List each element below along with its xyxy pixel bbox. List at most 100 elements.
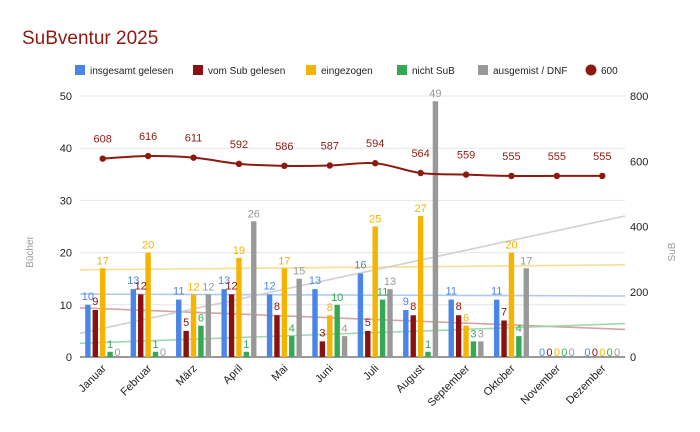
bar-label-0-10: 0 <box>539 347 545 359</box>
bar-label-0-4: 12 <box>263 280 275 292</box>
y2-axis-title: SuB <box>667 242 678 261</box>
y2-tick-3: 600 <box>630 156 648 168</box>
legend-label-4: ausgemist / DNF <box>493 66 567 77</box>
sub-label-1: 616 <box>139 131 157 143</box>
bar-3-7 <box>425 351 431 357</box>
y-tick-1: 10 <box>60 300 72 312</box>
sub-point-2 <box>190 154 197 161</box>
sub-point-8 <box>462 171 470 178</box>
bar-label-3-5: 10 <box>331 292 343 304</box>
sub-label-0: 608 <box>94 134 112 146</box>
bar-4-9 <box>523 268 529 357</box>
bar-label-4-6: 13 <box>384 276 396 288</box>
bar-label-4-9: 17 <box>520 255 532 267</box>
trend-lines <box>79 215 626 345</box>
bars <box>85 101 529 357</box>
bar-label-2-9: 20 <box>505 240 517 252</box>
bar-label-3-6: 11 <box>377 287 388 299</box>
bar-2-2 <box>190 294 197 357</box>
sub-label-9: 555 <box>502 151 520 163</box>
grid <box>80 95 625 358</box>
bar-label-3-0: 1 <box>107 339 113 351</box>
x-tick-5: Juni <box>313 363 336 386</box>
bar-0-6 <box>357 273 364 357</box>
sub-point-0 <box>99 155 106 162</box>
bar-0-8 <box>448 299 454 357</box>
bar-1-9 <box>501 320 507 357</box>
bar-label-1-2: 5 <box>183 317 189 329</box>
bar-2-7 <box>417 216 424 357</box>
bar-3-5 <box>334 304 340 357</box>
bar-2-9 <box>508 252 515 357</box>
bar-label-2-10: 0 <box>554 347 560 359</box>
y2-tick-4: 800 <box>630 91 648 103</box>
sub-line: 608 616 611 592 586 587 594 564 559 555 555 555 <box>94 131 611 180</box>
bar-0-4 <box>266 294 273 357</box>
bar-1-7 <box>410 315 416 357</box>
bar-label-0-8: 11 <box>446 286 457 298</box>
bar-3-4 <box>289 336 295 357</box>
legend-label-2: eingezogen <box>321 66 373 77</box>
bar-4-2 <box>205 294 212 357</box>
bar-2-8 <box>463 325 469 357</box>
bar-0-3 <box>221 289 227 357</box>
bar-1-0 <box>92 310 99 357</box>
y2-tick-2: 400 <box>630 222 648 234</box>
bar-3-1 <box>152 351 159 357</box>
legend-label-0: insgesamt gelesen <box>90 66 173 77</box>
legend-swatch-3 <box>397 65 407 75</box>
bar-2-6 <box>372 226 378 357</box>
bar-label-3-2: 6 <box>198 313 204 325</box>
legend-swatch-1 <box>193 65 203 75</box>
bar-label-1-0: 9 <box>92 296 98 308</box>
y-axis-title: Bücher <box>25 235 36 267</box>
legend: insgesamt gelesen vom Sub gelesen eingezog… <box>75 64 618 77</box>
x-tick-7: August <box>394 363 427 396</box>
bar-2-3 <box>236 257 242 357</box>
bar-3-9 <box>516 336 522 357</box>
bar-label-1-4: 8 <box>274 301 280 313</box>
bar-label-3-11: 0 <box>607 347 613 359</box>
x-tick-9: Oktober <box>481 362 517 398</box>
bar-3-0 <box>107 351 113 357</box>
bar-0-2 <box>176 299 182 357</box>
bar-1-6 <box>365 330 371 357</box>
trend-line-0 <box>79 293 626 297</box>
x-tick-10: November <box>519 362 564 407</box>
sub-label-5: 587 <box>321 140 339 152</box>
y-tick-2: 20 <box>60 248 72 260</box>
sub-line-path <box>102 154 603 178</box>
bar-label-0-5: 13 <box>309 275 321 287</box>
bar-1-1 <box>138 294 144 357</box>
bar-3-8 <box>470 341 477 357</box>
x-tick-3: April <box>221 363 245 387</box>
bar-label-0-6: 16 <box>354 259 366 271</box>
bar-2-5 <box>327 315 333 357</box>
bar-label-0-3: 13 <box>218 275 230 287</box>
sub-label-2: 611 <box>185 133 203 145</box>
bar-label-0-0: 10 <box>82 291 94 303</box>
bar-label-4-11: 0 <box>614 347 620 359</box>
bar-label-2-1: 20 <box>142 240 154 252</box>
bar-label-1-8: 8 <box>456 301 462 313</box>
bar-label-2-7: 27 <box>415 203 427 215</box>
bar-label-4-5: 4 <box>342 323 348 335</box>
bar-1-8 <box>455 315 462 357</box>
x-tick-2: März <box>174 363 200 389</box>
bar-label-4-1: 0 <box>160 347 166 359</box>
sub-point-6 <box>372 160 379 167</box>
bar-2-4 <box>281 268 288 357</box>
bar-4-5 <box>341 336 348 357</box>
bar-label-2-11: 0 <box>599 347 605 359</box>
bar-0-5 <box>312 289 318 357</box>
sub-label-6: 594 <box>366 138 384 150</box>
bar-label-0-1: 13 <box>127 275 139 287</box>
bar-1-4 <box>274 315 280 357</box>
y-tick-4: 40 <box>60 143 72 155</box>
trend-line-3 <box>79 322 626 345</box>
bar-label-4-4: 15 <box>293 266 305 278</box>
bar-label-0-11: 0 <box>584 347 590 359</box>
x-tick-4: Mai <box>269 363 290 384</box>
